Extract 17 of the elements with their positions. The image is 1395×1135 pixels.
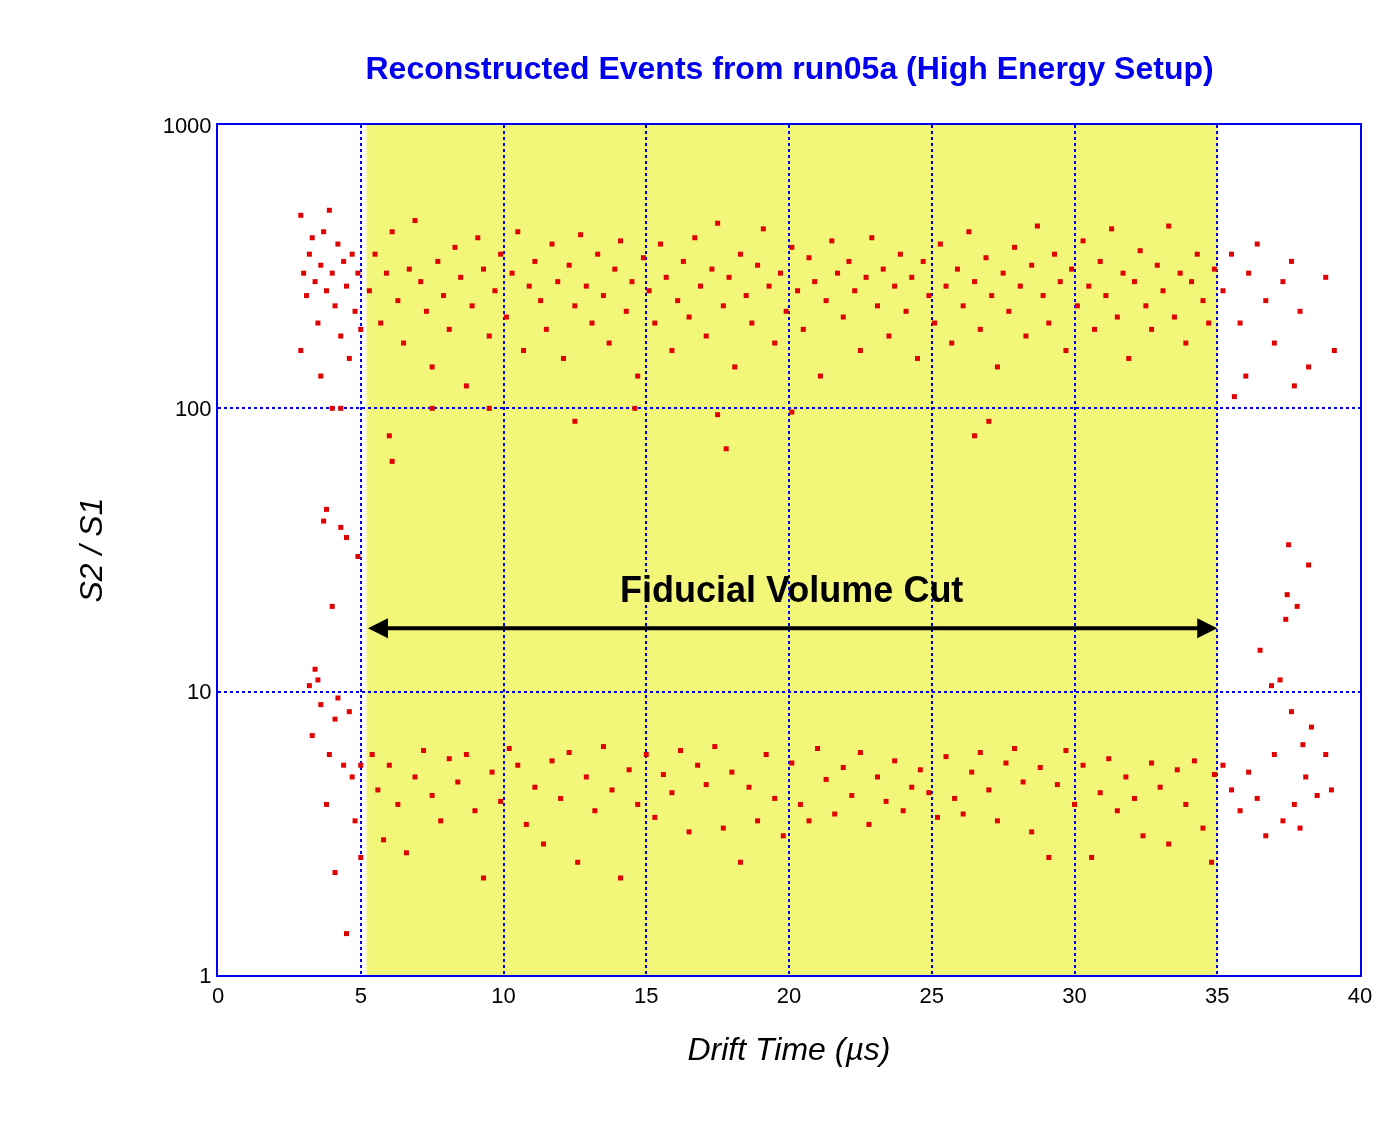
x-tick-label: 5 [354,983,367,1009]
x-tick-label: 30 [1062,983,1087,1009]
x-tick-label: 20 [776,983,802,1009]
x-tick-label: 10 [491,983,516,1009]
y-tick-label: 1 [199,962,212,988]
x-tick-label: 0 [211,983,225,1009]
x-tick-label: 15 [634,983,659,1009]
x-tick-label: 35 [1205,983,1230,1009]
y-tick-label: 10 [187,679,212,705]
chart-title: Reconstructed Events from run05a (High Energy Setup) [365,50,1214,87]
x-axis-title: Drift Time (µs) [687,1030,891,1067]
y-tick-label: 1000 [162,112,212,138]
y-axis-title: S2 / S1 [73,497,110,603]
band-label: Fiducial Volume Cut [620,569,964,610]
x-tick-label: 25 [919,983,944,1009]
x-tick-label: 40 [1347,983,1373,1009]
y-tick-label: 100 [174,396,212,422]
